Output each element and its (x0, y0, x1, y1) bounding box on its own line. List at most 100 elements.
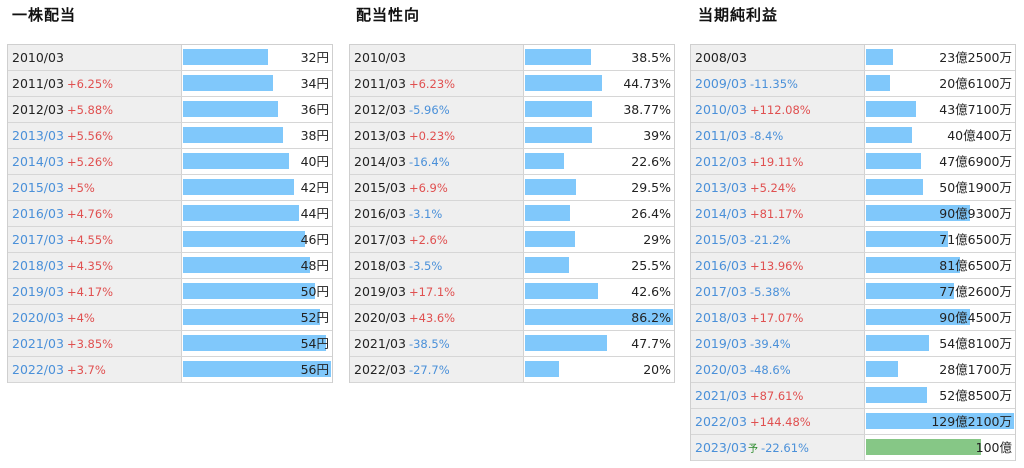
row-label: 2021/03 +3.85% (8, 331, 182, 356)
year-link[interactable]: 2012/03 (695, 154, 747, 169)
row-label: 2010/03 +112.08% (691, 97, 865, 122)
year-link: 2021/03 (354, 336, 406, 351)
value-bar (183, 49, 268, 65)
value-text: 47.7% (631, 336, 671, 351)
value-text: 44.73% (623, 76, 671, 91)
value-bar (183, 309, 320, 325)
year-link[interactable]: 2020/03 (12, 310, 64, 325)
year-link[interactable]: 2021/03 (12, 336, 64, 351)
row-label: 2022/03 +3.7% (8, 357, 182, 382)
table-row: 2019/03 -39.4% 54億8100万 (691, 331, 1015, 357)
value-text: 44円 (300, 206, 329, 221)
change-percent: +4.55% (66, 233, 114, 247)
value-text: 90億9300万 (939, 206, 1012, 221)
year-link[interactable]: 2018/03 (695, 310, 747, 325)
year-link: 2019/03 (354, 284, 406, 299)
year-link[interactable]: 2017/03 (695, 284, 747, 299)
year-link: 2012/03 (12, 102, 64, 117)
value-text: 40円 (300, 154, 329, 169)
value-text: 29% (643, 232, 671, 247)
year-link[interactable]: 2015/03 (12, 180, 64, 195)
row-label: 2010/03 (8, 45, 182, 70)
value-bar (525, 179, 576, 195)
year-link[interactable]: 2021/03 (695, 388, 747, 403)
year-link[interactable]: 2018/03 (12, 258, 64, 273)
value-bar (183, 335, 326, 351)
year-link[interactable]: 2010/03 (695, 102, 747, 117)
value-bar (525, 153, 564, 169)
payout-table: 2010/03 38.5% 2011/03 +6.23% 44.73% 2012/03 -5… (349, 44, 675, 383)
change-percent: -11.35% (749, 77, 798, 91)
change-percent: +17.07% (749, 311, 804, 325)
value-text: 38円 (300, 128, 329, 143)
table-row: 2010/03 +112.08% 43億7100万 (691, 97, 1015, 123)
value-bar (866, 153, 921, 169)
value-bar (866, 231, 948, 247)
table-row: 2017/03 +2.6% 29% (350, 227, 674, 253)
year-link[interactable]: 2015/03 (695, 232, 747, 247)
year-link: 2011/03 (354, 76, 406, 91)
value-bar (866, 101, 916, 117)
value-bar (183, 257, 310, 273)
value-bar (866, 179, 923, 195)
year-link[interactable]: 2022/03 (695, 414, 747, 429)
year-link[interactable]: 2014/03 (12, 154, 64, 169)
value-text: 39% (643, 128, 671, 143)
value-text: 54億8100万 (939, 336, 1012, 351)
change-percent: +6.25% (66, 77, 114, 91)
row-label: 2016/03 +4.76% (8, 201, 182, 226)
value-text: 42円 (300, 180, 329, 195)
table-row: 2012/03 +19.11% 47億6900万 (691, 149, 1015, 175)
change-percent: -16.4% (408, 155, 450, 169)
year-link[interactable]: 2009/03 (695, 76, 747, 91)
table-row: 2010/03 32円 (8, 45, 332, 71)
change-percent: -22.61% (760, 441, 809, 455)
table-row: 2018/03 -3.5% 25.5% (350, 253, 674, 279)
row-label: 2011/03 +6.25% (8, 71, 182, 96)
change-percent: +6.23% (408, 77, 456, 91)
change-percent: +3.7% (66, 363, 106, 377)
change-percent: +19.11% (749, 155, 804, 169)
value-bar (525, 361, 559, 377)
value-bar (525, 283, 598, 299)
row-label: 2015/03 +6.9% (350, 175, 524, 200)
change-percent: -3.5% (408, 259, 443, 273)
year-link: 2012/03 (354, 102, 406, 117)
value-bar (866, 439, 981, 455)
value-text: 29.5% (631, 180, 671, 195)
year-link[interactable]: 2020/03 (695, 362, 747, 377)
year-link[interactable]: 2016/03 (695, 258, 747, 273)
change-percent: +3.85% (66, 337, 114, 351)
value-bar (183, 153, 289, 169)
year-link[interactable]: 2014/03 (695, 206, 747, 221)
value-text: 100億 (975, 440, 1012, 455)
table-row: 2014/03 -16.4% 22.6% (350, 149, 674, 175)
year-link[interactable]: 2013/03 (12, 128, 64, 143)
row-label: 2013/03 +5.24% (691, 175, 865, 200)
table-row: 2019/03 +4.17% 50円 (8, 279, 332, 305)
table-row: 2011/03 +6.25% 34円 (8, 71, 332, 97)
year-link[interactable]: 2023/03 (695, 440, 747, 455)
value-text: 22.6% (631, 154, 671, 169)
change-percent: +81.17% (749, 207, 804, 221)
year-link[interactable]: 2017/03 (12, 232, 64, 247)
change-percent: +144.48% (749, 415, 811, 429)
table-row: 2008/03 23億2500万 (691, 45, 1015, 71)
dividend-title: 一株配当 (12, 6, 77, 24)
table-row: 2022/03 +144.48% 129億2100万 (691, 409, 1015, 435)
change-percent: +4.35% (66, 259, 114, 273)
row-label: 2017/03 -5.38% (691, 279, 865, 304)
year-link[interactable]: 2013/03 (695, 180, 747, 195)
value-bar (866, 309, 970, 325)
year-link[interactable]: 2019/03 (12, 284, 64, 299)
year-link[interactable]: 2019/03 (695, 336, 747, 351)
value-text: 42.6% (631, 284, 671, 299)
year-link[interactable]: 2022/03 (12, 362, 64, 377)
row-label: 2008/03 (691, 45, 865, 70)
value-bar (525, 335, 607, 351)
change-percent: -27.7% (408, 363, 450, 377)
row-label: 2018/03 +17.07% (691, 305, 865, 330)
year-link[interactable]: 2016/03 (12, 206, 64, 221)
table-row: 2022/03 -27.7% 20% (350, 357, 674, 383)
year-link[interactable]: 2011/03 (695, 128, 747, 143)
